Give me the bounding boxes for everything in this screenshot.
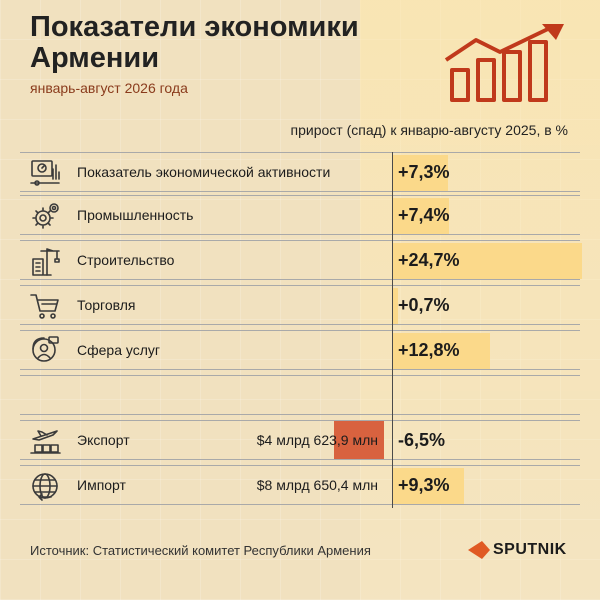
shopping-cart-icon <box>30 294 59 319</box>
growth-chart-icon <box>444 24 564 102</box>
category-label: Строительство <box>77 252 175 268</box>
source-note: Источник: Статистический комитет Республ… <box>30 543 371 558</box>
import-globe-icon <box>32 473 58 501</box>
bar-negative <box>334 421 384 459</box>
category-label: Промышленность <box>77 207 194 223</box>
logo-text: SPUTNIK <box>493 541 567 558</box>
category-label: Импорт <box>77 477 126 493</box>
bar-positive <box>392 198 449 234</box>
category-label: Экспорт <box>77 432 130 448</box>
chart-row: Торговля +0,7% <box>20 285 580 325</box>
amount-label: $8 млрд 650,4 млн <box>256 477 378 493</box>
column-header: прирост (спад) к январю-августу 2025, в … <box>290 122 568 138</box>
category-label: Торговля <box>77 297 136 313</box>
bar-positive <box>392 243 582 279</box>
customer-service-icon <box>32 336 59 362</box>
chart-row: Экспорт $4 млрд 623,9 млн -6,5% <box>20 420 580 460</box>
category-label: Показатель экономической активности <box>77 164 331 180</box>
page-subtitle: январь-август 2026 года <box>30 80 188 96</box>
value-label: -6,5% <box>398 430 446 450</box>
chart-row: Показатель экономической активности +7,3% <box>20 152 580 192</box>
chart-row: Строительство +24,7% <box>20 240 582 280</box>
amount-label: $4 млрд 623,9 млн <box>256 432 378 448</box>
chart-row: Сфера услуг +12,8% <box>20 330 580 370</box>
sputnik-logo: SPUTNIK <box>468 538 567 562</box>
value-label: +24,7% <box>398 250 460 270</box>
export-plane-icon <box>30 430 61 454</box>
value-label: +7,3% <box>398 162 450 182</box>
chart-row: Импорт $8 млрд 650,4 млн +9,3% <box>20 465 580 505</box>
sputnik-mark-icon <box>468 541 490 559</box>
category-label: Сфера услуг <box>77 342 160 358</box>
chart-row: Промышленность +7,4% <box>20 195 580 235</box>
construction-crane-icon <box>32 248 60 276</box>
bar-positive <box>392 333 491 369</box>
value-label: +0,7% <box>398 295 450 315</box>
zero-axis <box>392 152 393 508</box>
value-label: +7,4% <box>398 205 450 225</box>
bar-positive <box>392 155 449 191</box>
industry-gears-icon <box>32 203 59 229</box>
value-label: +9,3% <box>398 475 450 495</box>
separator-row <box>20 375 580 415</box>
value-label: +12,8% <box>398 340 460 360</box>
bar-positive <box>392 288 398 324</box>
bar-positive <box>392 468 464 504</box>
page-title: Показатели экономики Армении <box>30 11 359 74</box>
activity-dashboard-icon <box>30 160 60 186</box>
